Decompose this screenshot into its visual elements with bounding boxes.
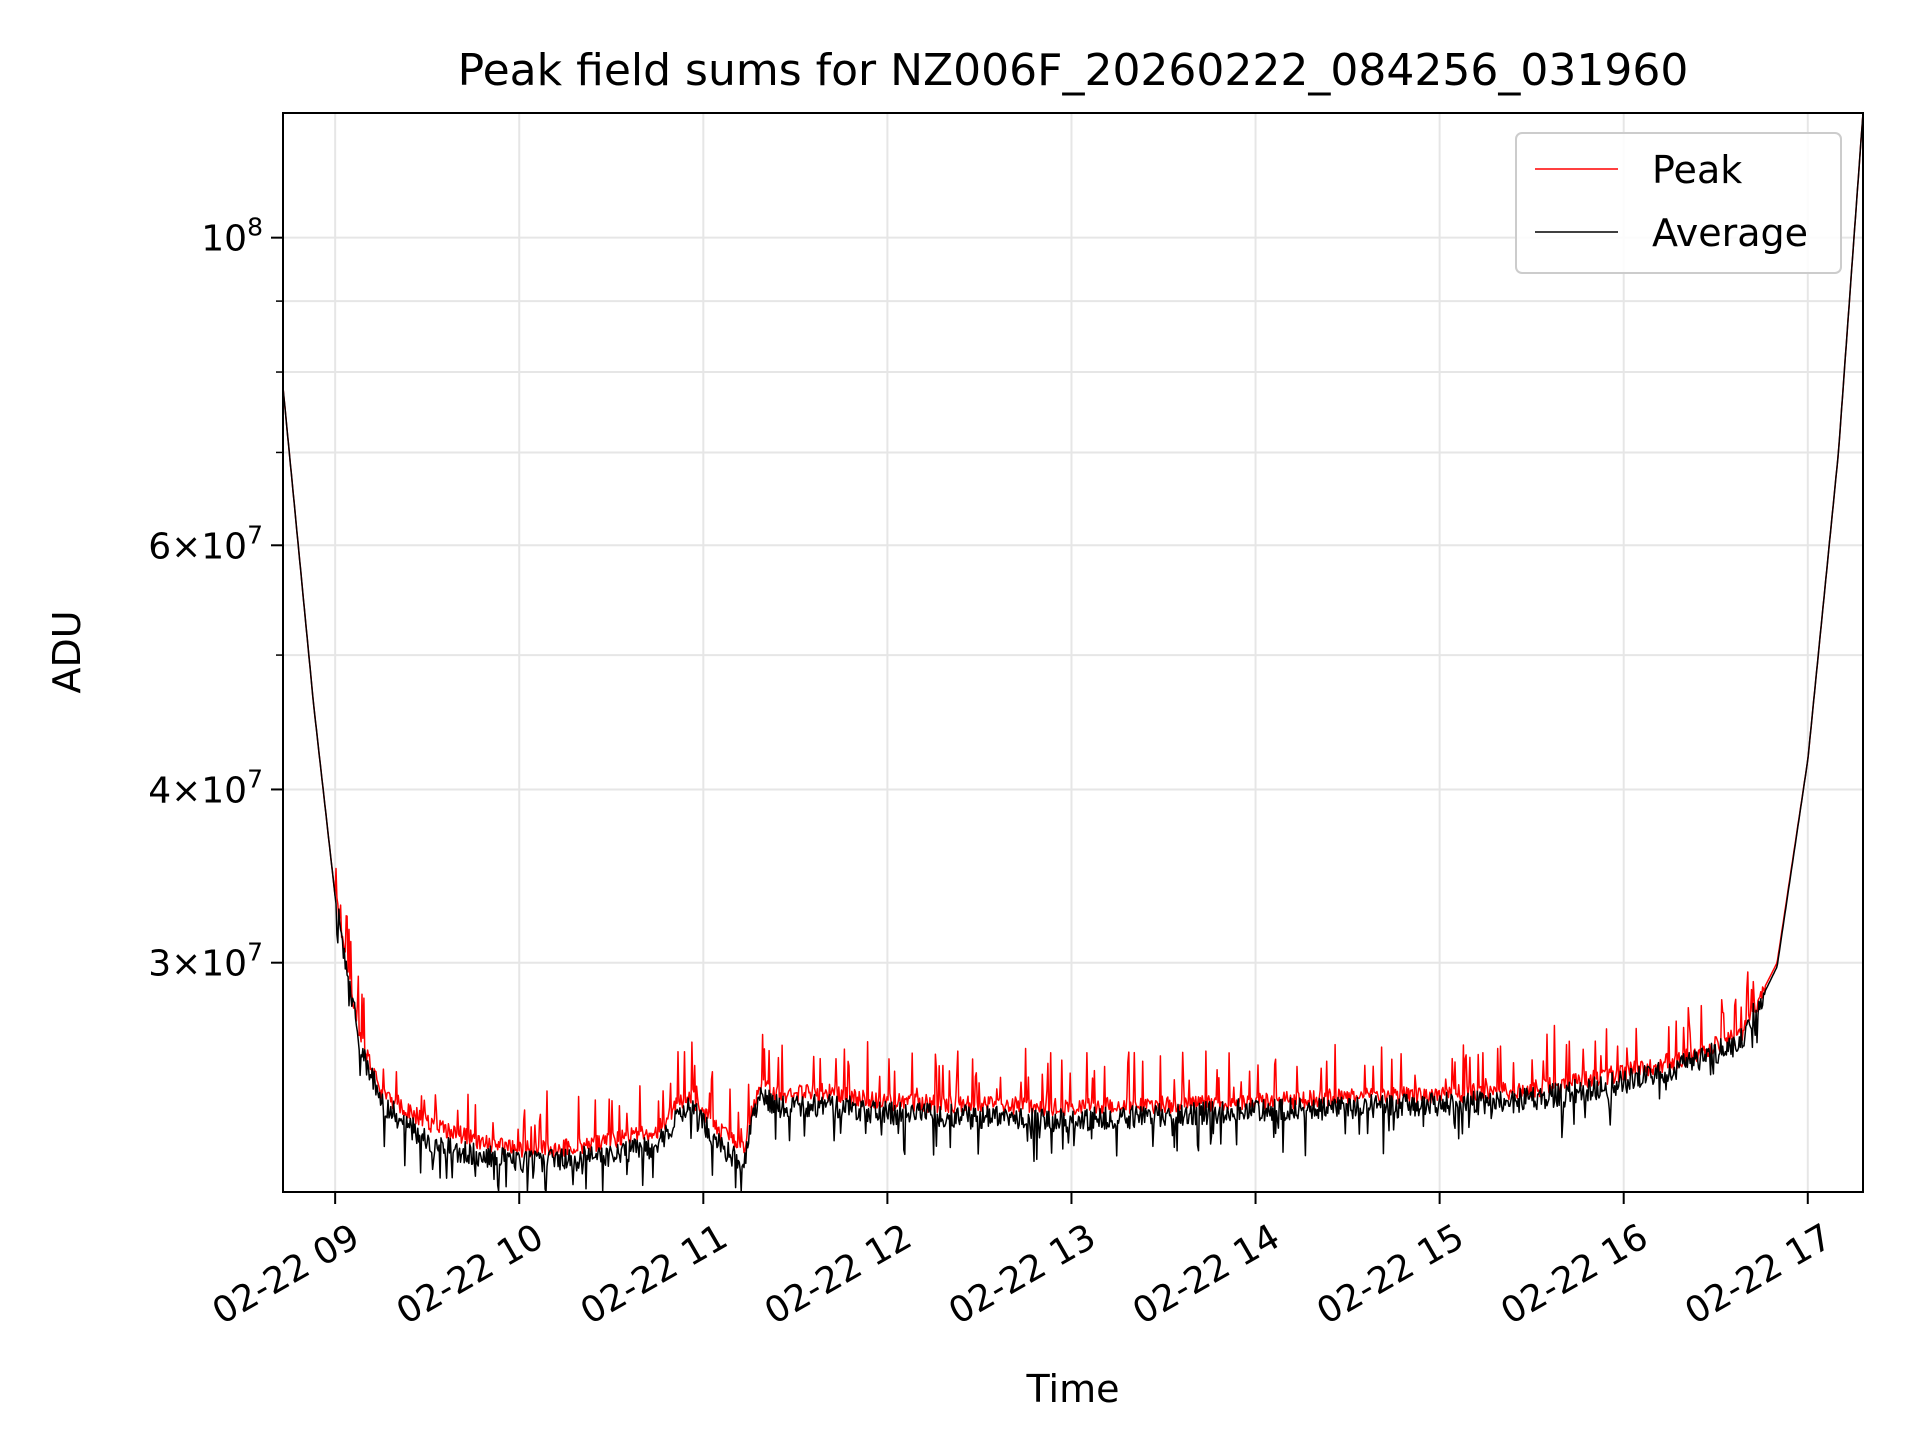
x-axis-label: Time — [1026, 1367, 1120, 1411]
y-axis-label: ADU — [45, 610, 89, 693]
plot-frame — [282, 112, 1864, 1193]
plot-series — [282, 112, 1864, 1193]
grid — [283, 113, 1863, 1192]
y-tick-label: 4×107 — [148, 764, 263, 811]
series-line-average — [282, 112, 1864, 1193]
series-line-peak — [282, 112, 1864, 1159]
legend-label-peak: Peak — [1652, 148, 1742, 192]
legend: Peak Average — [1515, 132, 1842, 274]
y-tick-label: 108 — [201, 213, 263, 260]
y-tick-label: 3×107 — [148, 938, 263, 985]
chart-title: Peak field sums for NZ006F_20260222_0842… — [458, 45, 1689, 96]
legend-label-average: Average — [1652, 211, 1808, 255]
legend-box — [1515, 132, 1842, 274]
y-tick-label: 6×107 — [148, 520, 263, 567]
